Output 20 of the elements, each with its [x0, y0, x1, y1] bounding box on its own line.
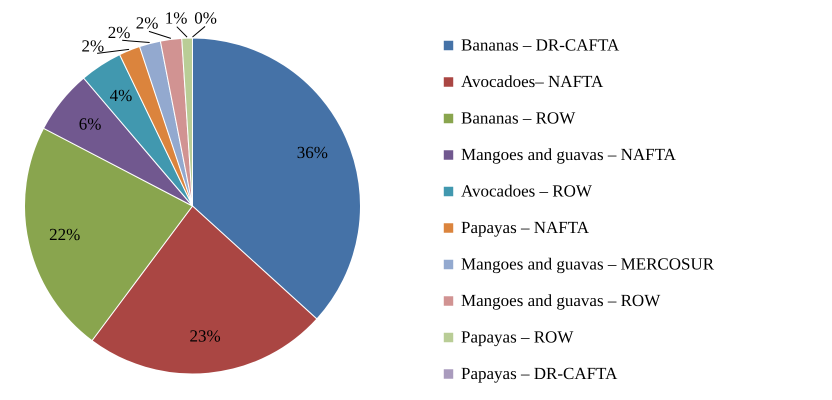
data-label: 4%: [110, 86, 132, 106]
data-label: 6%: [78, 114, 102, 134]
text: 0%: [194, 8, 217, 28]
legend-label: Mangoes and guavas – ROW: [461, 291, 662, 310]
data-label: 2%: [82, 36, 104, 56]
legend-label: Bananas – ROW: [461, 108, 576, 128]
data-label: 22%: [49, 225, 80, 244]
legend-label: Papayas – ROW: [461, 328, 574, 346]
data-label: 23%: [189, 326, 221, 346]
data-label: 2%: [136, 14, 158, 33]
data-label: 2%: [108, 22, 130, 42]
legend-label: Mangoes and guavas – MERCOSUR: [461, 254, 715, 274]
legend-label: Bananas – DR-CAFTA: [461, 36, 620, 54]
legend-label: Papayas – DR-CAFTA: [461, 364, 618, 383]
data-label: 1%: [164, 8, 188, 28]
legend-label: Avocadoes – ROW: [461, 182, 593, 200]
legend-label: Papayas – NAFTA: [461, 218, 590, 237]
legend-label: Mangoes and guavas – NAFTA: [461, 145, 677, 164]
legend-label: Avocadoes– NAFTA: [461, 72, 604, 91]
data-label: 36%: [296, 142, 328, 162]
